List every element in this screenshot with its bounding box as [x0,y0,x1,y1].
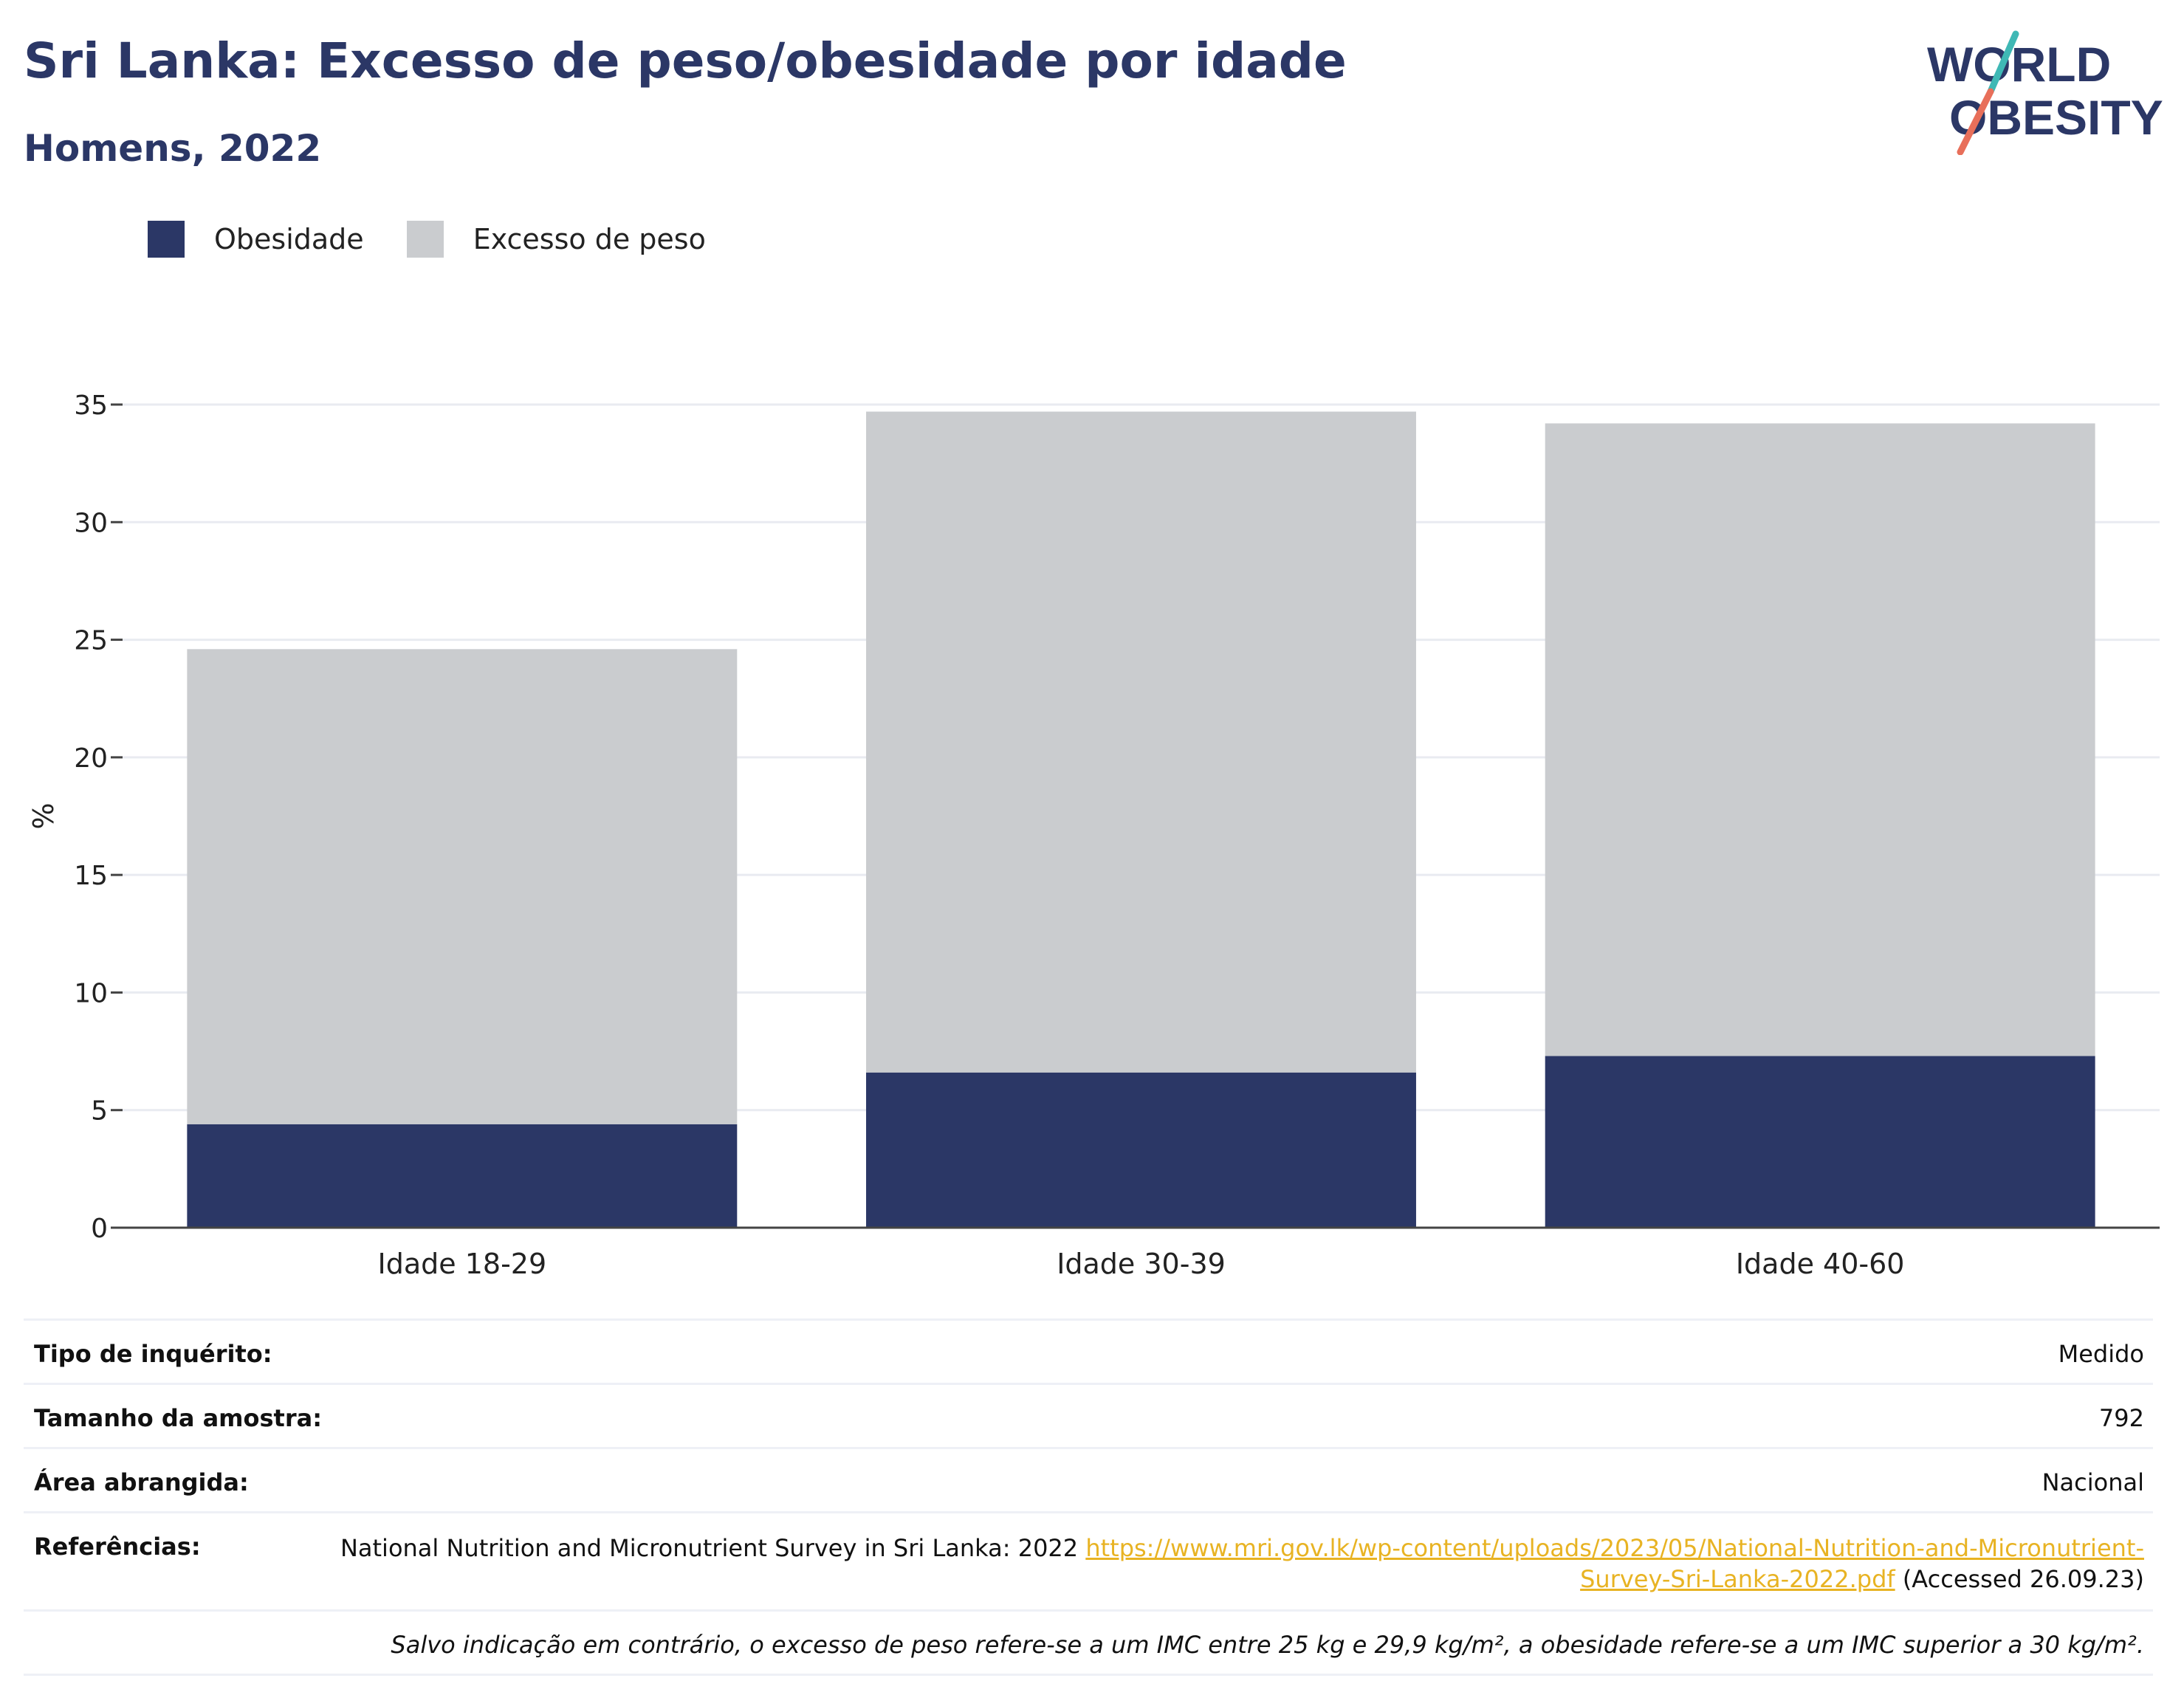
chart-subtitle: Homens, 2022 [24,127,322,170]
y-tick-label: 30 [74,508,108,538]
y-tick-label: 20 [74,743,108,774]
x-tick-label: Idade 40-60 [1736,1248,1905,1280]
survey-type-label: Tipo de inquérito: [34,1340,272,1368]
info-row-sample-size: Tamanho da amostra: 792 [24,1383,2153,1447]
survey-info-table: Tipo de inquérito: Medido Tamanho da amo… [24,1318,2153,1676]
bar-overweight [1545,423,2095,1056]
survey-type-value: Medido [2058,1340,2144,1368]
info-row-survey-type: Tipo de inquérito: Medido [24,1318,2153,1383]
x-tick-label: Idade 18-29 [378,1248,547,1280]
sample-size-label: Tamanho da amostra: [34,1404,322,1432]
references-value: National Nutrition and Micronutrient Sur… [298,1533,2144,1595]
references-label: Referências: [34,1533,201,1561]
area-value: Nacional [2042,1468,2144,1496]
references-text: National Nutrition and Micronutrient Sur… [340,1534,1079,1562]
y-tick-label: 0 [91,1214,108,1244]
info-row-note: Salvo indicação em contrário, o excesso … [24,1609,2153,1676]
sample-size-value: 792 [2098,1404,2144,1432]
chart-legend: Obesidade Excesso de peso [148,220,749,258]
bar-obesity [187,1124,738,1228]
bar-obesity [1545,1056,2095,1228]
y-tick-label: 25 [74,626,108,656]
references-link[interactable]: https://www.mri.gov.lk/wp-content/upload… [1085,1534,2144,1593]
legend-label-obesity: Obesidade [214,223,364,255]
legend-swatch-overweight [406,221,444,258]
world-obesity-logo: WORLD OBESITY [1927,30,2163,155]
y-tick-label: 15 [74,861,108,891]
info-row-area: Área abrangida: Nacional [24,1447,2153,1511]
bar-overweight [187,649,738,1124]
bar-obesity [866,1072,1416,1228]
y-tick-label: 10 [74,978,108,1008]
info-row-references: Referências: National Nutrition and Micr… [24,1511,2153,1609]
logo-slash-coral [1957,88,1994,155]
legend-label-overweight: Excesso de peso [473,223,706,255]
bar-chart: 0 5 10 15 20 25 30 35% Idade 18-29 Idade 30-39 Ida… [27,391,2160,1280]
bar-overweight [866,411,1416,1073]
y-tick-label: 35 [74,391,108,421]
chart-title: Sri Lanka: Excesso de peso/obesidade por… [24,32,1347,89]
legend-item-overweight: Excesso de peso [406,221,706,258]
logo-slash-teal [1987,30,2019,95]
area-label: Área abrangida: [34,1468,249,1496]
references-accessed: (Accessed 26.09.23) [1902,1565,2144,1593]
x-tick-label: Idade 30-39 [1057,1248,1226,1280]
logo-line-1: WORLD [1927,37,2111,92]
y-axis-label: % [27,802,60,829]
legend-swatch-obesity [148,221,185,258]
definition-note: Salvo indicação em contrário, o excesso … [391,1631,2144,1659]
legend-item-obesity: Obesidade [148,221,364,258]
y-tick-label: 5 [91,1096,108,1127]
